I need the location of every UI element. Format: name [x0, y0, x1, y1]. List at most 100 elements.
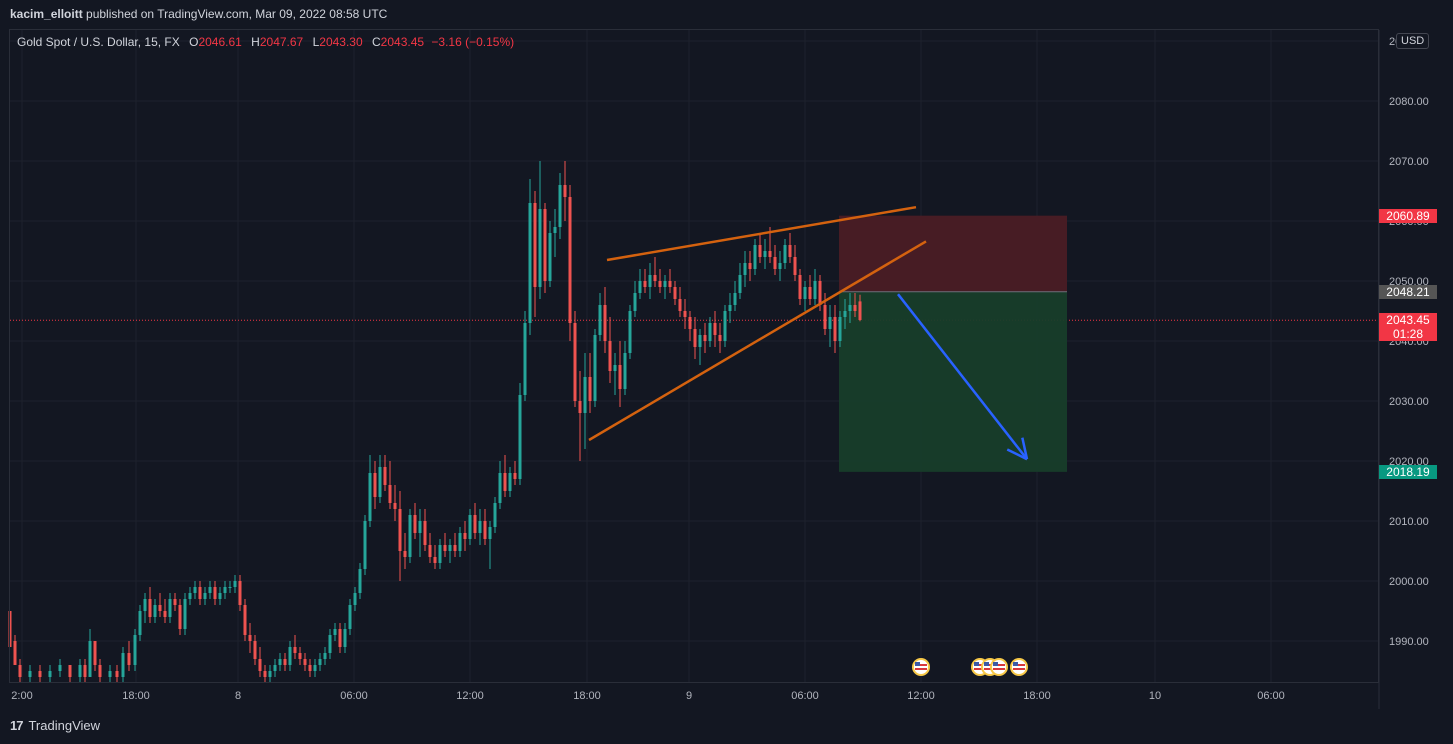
candle-body — [668, 281, 672, 287]
candle-body — [468, 515, 472, 539]
candle-body — [158, 605, 162, 611]
candle-body — [343, 629, 347, 647]
tradingview-logo-icon[interactable]: 17 — [10, 718, 24, 733]
currency-button[interactable]: USD — [1396, 33, 1430, 49]
position-zones[interactable] — [839, 215, 1067, 472]
candle-up — [48, 665, 52, 683]
candle-body — [738, 275, 742, 293]
candle-body — [18, 665, 22, 677]
price-axis[interactable]: 1990.002000.002010.002020.002030.002040.… — [1378, 30, 1429, 709]
candle-up — [708, 317, 712, 347]
candle-body — [148, 599, 152, 617]
candle-up — [58, 659, 62, 677]
candle-up — [193, 581, 197, 599]
candle-down — [263, 665, 267, 683]
candle-body — [218, 593, 222, 599]
candle-body — [443, 545, 447, 551]
candle-body — [133, 635, 137, 665]
wedge-lower-line — [588, 240, 927, 442]
candle-body — [603, 305, 607, 341]
candle-body — [268, 671, 272, 677]
candle-body — [553, 227, 557, 233]
candle-up — [208, 581, 212, 599]
candle-down — [503, 455, 507, 497]
candle-body — [208, 587, 212, 593]
drawings[interactable] — [588, 205, 1029, 461]
time-axis[interactable]: 2:00 18:00 8 06:00 12:00 18:00 9 06:00 12:00 18:0… — [11, 690, 1284, 702]
candle-up — [628, 305, 632, 359]
candle-body — [813, 281, 817, 299]
flag-stripe — [1013, 664, 1025, 666]
candle-body — [778, 263, 782, 269]
candle-down — [573, 311, 577, 407]
candle-body — [253, 641, 257, 659]
candle-down — [603, 287, 607, 353]
candle-up — [593, 329, 597, 407]
candle-body — [293, 647, 297, 653]
candle-up — [553, 209, 557, 257]
wedge-upper-line — [606, 205, 917, 262]
candle-body — [193, 587, 197, 593]
candle-body — [698, 335, 702, 347]
candle-body — [203, 593, 207, 599]
candle-body — [693, 329, 697, 347]
candle-body — [308, 665, 312, 671]
candle-body — [328, 635, 332, 653]
candle-up — [438, 539, 442, 569]
candle-body — [93, 641, 97, 665]
economic-events[interactable] — [912, 658, 1028, 676]
flag-stripe — [993, 668, 1005, 670]
candle-down — [793, 245, 797, 281]
candle-body — [793, 257, 797, 275]
author-name[interactable]: kacim_elloitt — [10, 7, 83, 21]
candle-body — [313, 665, 317, 671]
candle-down — [788, 233, 792, 263]
candle-down — [338, 623, 342, 653]
flag-stripe — [915, 664, 927, 666]
candle-up — [133, 629, 137, 671]
chart-frame — [9, 29, 1379, 683]
candle-down — [158, 593, 162, 617]
candle-body — [127, 653, 131, 665]
candle-body — [848, 305, 852, 311]
high-label: H — [251, 35, 260, 49]
candle-body — [578, 401, 582, 413]
candle-up — [288, 641, 292, 671]
countdown-label: 01:28 — [1392, 327, 1424, 342]
candle-down — [678, 287, 682, 317]
candle-body — [83, 665, 87, 677]
candle-body — [703, 335, 707, 341]
candle-body — [833, 317, 837, 341]
candle-down — [543, 203, 547, 293]
candle-up — [538, 161, 542, 299]
price-tick-label: 2070.00 — [1389, 156, 1429, 168]
candle-body — [688, 317, 692, 329]
candle-body — [408, 515, 412, 557]
candle-body — [423, 521, 427, 545]
candle-body — [753, 245, 757, 269]
candle-body — [488, 527, 492, 539]
candle-body — [568, 197, 572, 323]
candle-body — [573, 323, 577, 401]
candle-up — [843, 299, 847, 329]
candle-body — [713, 323, 717, 335]
brand-name[interactable]: TradingView — [28, 718, 101, 733]
symbol-title[interactable]: Gold Spot / U.S. Dollar, 15, FX — [17, 35, 180, 49]
candle-up — [143, 593, 147, 623]
candle-up — [493, 497, 497, 533]
candle-down — [608, 317, 612, 383]
candle-body — [563, 185, 567, 197]
forecast-arrow-head — [1021, 437, 1029, 460]
candle-body — [653, 275, 657, 281]
candle-body — [858, 301, 862, 320]
candle-down — [428, 533, 432, 563]
candle-down — [443, 533, 447, 557]
us-flag-event-icon — [912, 658, 930, 676]
candle-body — [88, 641, 92, 677]
candle-body — [48, 671, 52, 677]
candle-up — [778, 251, 782, 281]
candle-up — [828, 305, 832, 347]
candle-down — [83, 659, 87, 683]
time-tick-label: 10 — [1149, 690, 1161, 702]
